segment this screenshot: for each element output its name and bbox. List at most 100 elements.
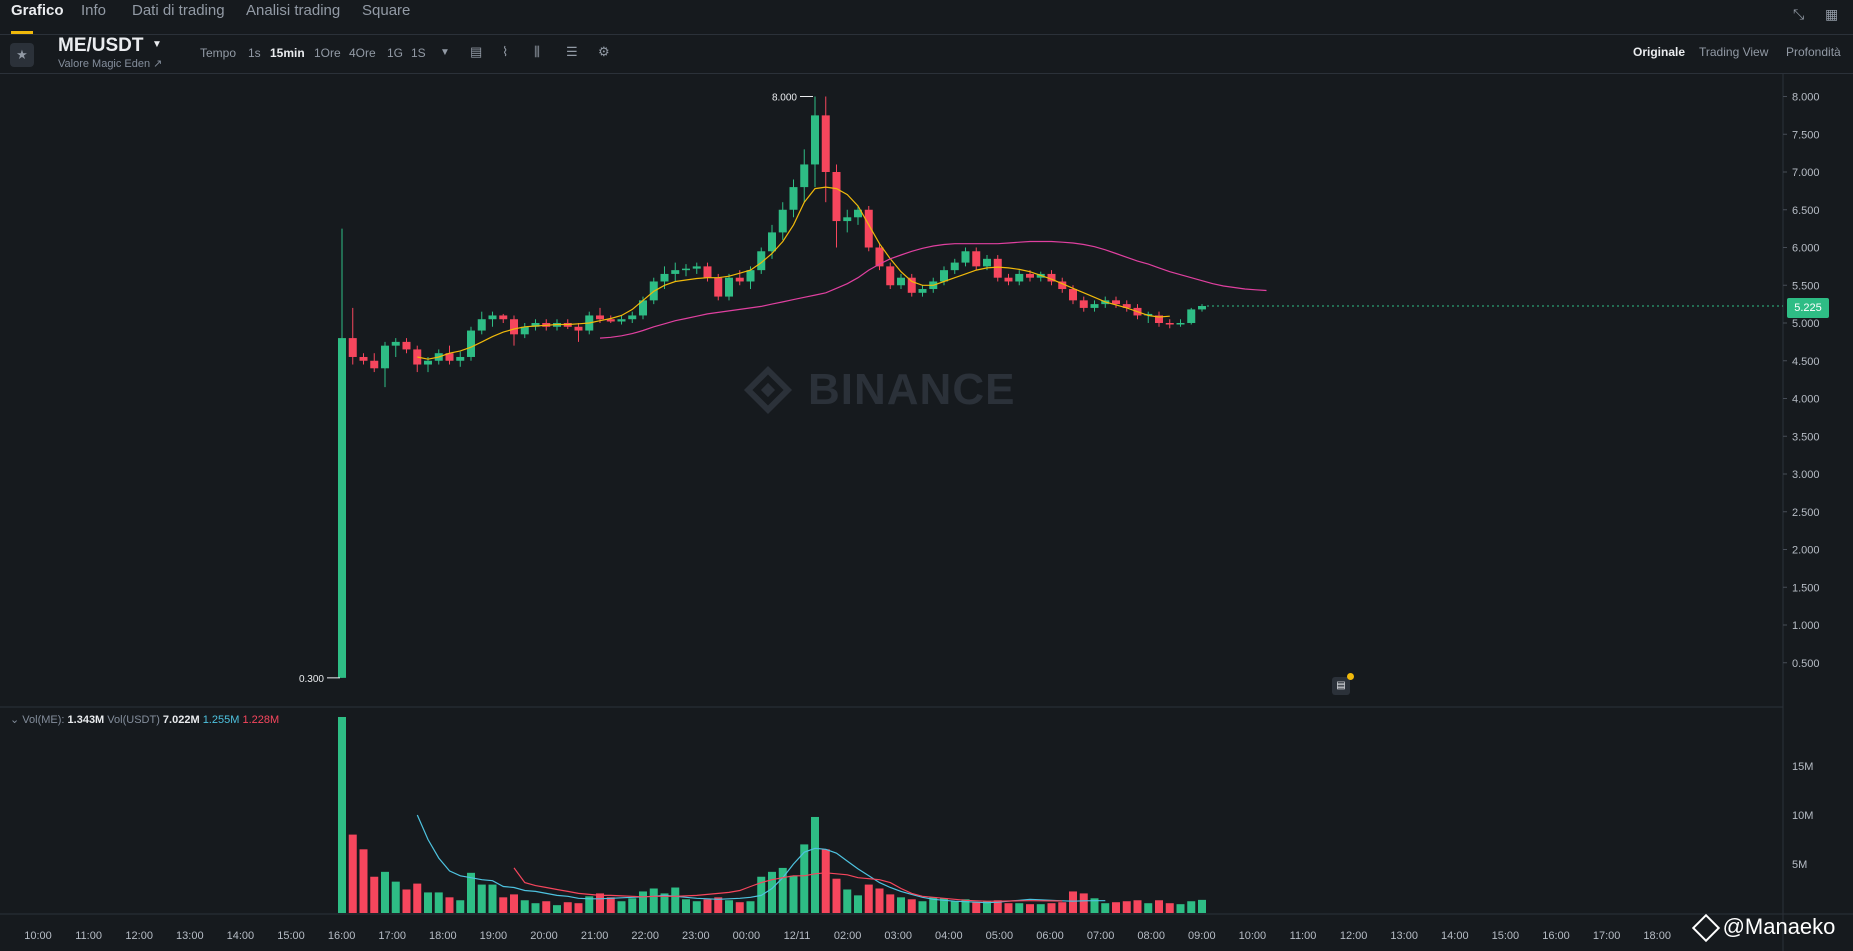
- price-tick-label: 1.500: [1792, 582, 1820, 594]
- view-originale[interactable]: Originale: [1633, 45, 1686, 59]
- volume-bar: [1112, 902, 1120, 913]
- volume-bar: [413, 883, 422, 913]
- view-trading-view[interactable]: Trading View: [1699, 45, 1769, 59]
- volume-bar: [961, 899, 970, 913]
- calendar-icon[interactable]: ▤: [470, 44, 483, 59]
- volume-bar: [746, 901, 755, 913]
- tab-square[interactable]: Square: [362, 2, 411, 19]
- timeframe-4ore[interactable]: 4Ore: [349, 46, 376, 60]
- volume-bar: [1122, 901, 1131, 913]
- pair-selector[interactable]: ME/USDT: [58, 35, 144, 56]
- volume-bar: [832, 878, 841, 913]
- timeframe-1s[interactable]: 1s: [248, 46, 261, 60]
- price-tick-label: 3.000: [1792, 469, 1820, 481]
- candle-body: [1198, 306, 1206, 310]
- price-tick-label: 4.500: [1792, 356, 1820, 368]
- timeframe-tempo[interactable]: Tempo: [200, 46, 237, 60]
- candle-body: [424, 360, 432, 365]
- candle-body: [1112, 300, 1120, 305]
- chart-layout-icon[interactable]: ☰: [566, 44, 578, 59]
- candle-body: [1144, 313, 1153, 316]
- collapse-icon[interactable]: ⤡: [1793, 6, 1805, 22]
- price-tick-label: 2.500: [1792, 507, 1820, 519]
- volume-bar: [359, 849, 368, 913]
- collapse-volume-icon[interactable]: ⌄: [10, 714, 20, 726]
- volume-bar: [574, 903, 583, 913]
- volume-bar: [596, 893, 604, 913]
- time-tick-label: 11:00: [1290, 930, 1317, 942]
- pair-subtitle-link[interactable]: Valore Magic Eden ↗: [58, 58, 163, 70]
- candle-body: [907, 277, 916, 293]
- time-tick-label: 12/11: [784, 930, 811, 942]
- high-price-label: 8.000: [772, 93, 797, 104]
- volume-bar: [1133, 900, 1142, 913]
- time-tick-label: 14:00: [227, 930, 255, 942]
- view-profondita[interactable]: Profondità: [1786, 45, 1841, 59]
- candle-body: [499, 315, 508, 320]
- candle-body: [682, 268, 690, 271]
- favorite-star-icon[interactable]: ★: [10, 43, 34, 67]
- volume-bar: [628, 898, 637, 913]
- volume-bar: [789, 875, 798, 913]
- time-tick-label: 16:00: [328, 930, 356, 942]
- candle-body: [897, 277, 905, 286]
- candle-body: [875, 247, 884, 267]
- time-tick-label: 12:00: [1340, 930, 1368, 942]
- tab-dati-di-trading[interactable]: Dati di trading: [132, 2, 225, 19]
- timeframe-1s-week[interactable]: 1S: [411, 46, 426, 60]
- time-tick-label: 23:00: [682, 930, 710, 942]
- indicator-icon[interactable]: ⌇: [502, 44, 509, 59]
- volume-bar: [1101, 903, 1110, 913]
- notes-icon[interactable]: ▤: [1332, 677, 1350, 695]
- binance-watermark: BINANCE: [743, 365, 1014, 415]
- time-tick-label: 18:00: [429, 930, 457, 942]
- time-tick-label: 03:00: [884, 930, 912, 942]
- candle-body: [510, 319, 518, 335]
- layout-grid-icon[interactable]: ▦: [1825, 6, 1839, 22]
- candle-type-icon[interactable]: ⫼: [534, 44, 540, 59]
- time-tick-label: 11:00: [75, 930, 102, 942]
- caret-down-icon[interactable]: ▼: [152, 39, 162, 50]
- candle-body: [1176, 323, 1185, 325]
- candlestick-chart[interactable]: BINANCE 8.000 7.500 7.000 6.500 6.000 5.500 5.…: [0, 74, 1853, 951]
- candle-body: [445, 353, 454, 361]
- volume-bar: [456, 900, 465, 913]
- volume-bars: [338, 717, 1206, 913]
- tab-grafico[interactable]: Grafico: [11, 2, 64, 19]
- time-tick-label: 15:00: [1492, 930, 1520, 942]
- candle-body: [348, 338, 357, 357]
- time-tick-label: 06:00: [1036, 930, 1064, 942]
- candle-body: [660, 273, 669, 282]
- volume-bar: [391, 881, 400, 913]
- timeframe-dropdown-icon[interactable]: ▼: [440, 47, 450, 58]
- time-tick-label: 10:00: [1239, 930, 1267, 942]
- chart-background: [0, 74, 1853, 951]
- grid: [0, 74, 1853, 951]
- tab-info[interactable]: Info: [81, 2, 107, 19]
- candle-body: [800, 164, 809, 188]
- volume-tick-label: 15M: [1792, 761, 1813, 773]
- candle-body: [1015, 273, 1024, 282]
- candle-body: [703, 266, 712, 278]
- timeframe-1ore[interactable]: 1Ore: [314, 46, 341, 60]
- volume-bar: [875, 888, 884, 913]
- timeframe-15min[interactable]: 15min: [270, 46, 305, 60]
- volume-bar: [993, 900, 1002, 913]
- volume-bar: [692, 901, 701, 913]
- volume-bar: [606, 897, 615, 913]
- timeframe-1g[interactable]: 1G: [387, 46, 404, 60]
- volume-bar: [434, 892, 443, 913]
- volume-bar: [800, 844, 809, 913]
- settings-gear-icon[interactable]: ⚙: [598, 44, 610, 59]
- candle-body: [338, 338, 346, 678]
- candle-body: [864, 209, 873, 248]
- candle-body: [477, 319, 486, 331]
- price-tick-label: 1.000: [1792, 620, 1820, 632]
- time-tick-label: 04:00: [935, 930, 963, 942]
- price-tick-label: 5.500: [1792, 280, 1820, 292]
- volume-bar: [445, 897, 454, 913]
- candle-body: [993, 258, 1002, 278]
- candle-body: [961, 251, 970, 263]
- candle-body: [1079, 300, 1088, 308]
- tab-analisi-trading[interactable]: Analisi trading: [246, 2, 341, 19]
